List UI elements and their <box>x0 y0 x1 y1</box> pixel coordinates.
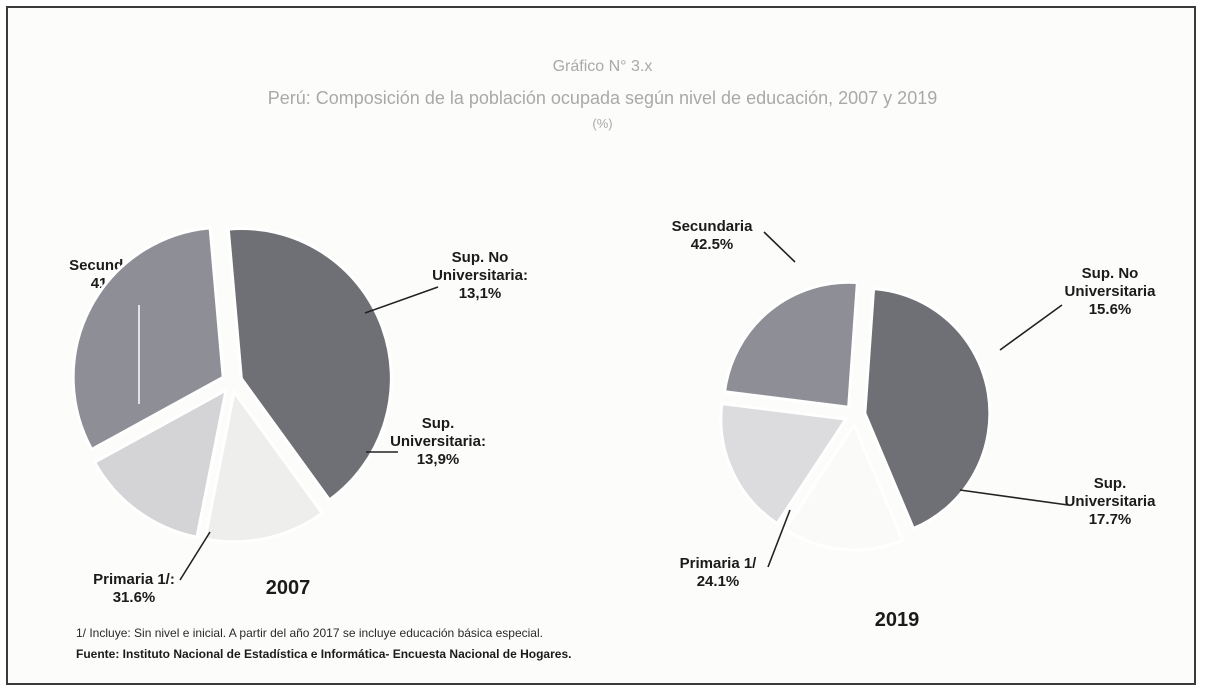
pie-slice-sup-no-universitaria-2019 <box>783 421 905 552</box>
slice-label-sup-no-universitaria-2019: Sup. No Universitaria 15.6% <box>1065 265 1157 318</box>
leader-line-primaria-1-2019 <box>767 509 791 568</box>
source-note: Fuente: Instituto Nacional de Estadístic… <box>76 647 572 661</box>
leader-line-primaria-1-2007 <box>179 531 211 581</box>
figure-subtitle: (%) <box>592 116 613 131</box>
year-label-2019: 2019 <box>875 609 920 631</box>
pie-slice-secundaria-2019 <box>863 287 992 531</box>
slice-label-secundaria-2019: Secundaria 42.5% <box>672 218 754 253</box>
pie-slice-sup-no-universitaria-2007 <box>203 388 325 544</box>
slice-label-primaria-1-2007: Primaria 1/: 31.6% <box>93 571 175 606</box>
pie-slice-primaria-1-2019 <box>722 280 859 409</box>
slice-label-sup-universitaria-2019: Sup. Universitaria 17.7% <box>1065 475 1157 528</box>
pie-slice-sup-universitaria-2007 <box>92 387 229 539</box>
pie-chart-2019: Secundaria 42.5% Sup. No Universitaria 15.6%… <box>672 218 1157 631</box>
leader-line-sup-no-universitaria-2007 <box>364 286 439 314</box>
figure-number: Gráfico N° 3.x <box>552 58 653 75</box>
slice-label-sup-universitaria-2007: Sup. Universitaria: 13,9% <box>390 415 486 468</box>
pie-slice-secundaria-2007 <box>226 227 393 503</box>
pie-chart-2007: Secundaria:41.4%Sup. NoUniversitaria:13,… <box>69 226 528 606</box>
figure-title: Perú: Composición de la población ocupad… <box>267 88 938 108</box>
leader-line-secundaria-2019 <box>763 231 796 263</box>
footnote: 1/ Incluye: Sin nivel e inicial. A parti… <box>76 626 543 640</box>
slice-label-sup-no-universitaria-2007: Sup. No Universitaria: 13,1% <box>432 249 528 302</box>
slice-label-primaria-1-2019: Primaria 1/24.1% <box>680 555 758 590</box>
year-label-2007: 2007 <box>266 577 311 599</box>
pie-slice-sup-universitaria-2019 <box>719 401 849 526</box>
leader-line-sup-universitaria-2019 <box>959 489 1069 506</box>
pie-slice-primaria-1-2007 <box>71 226 225 452</box>
leader-line-sup-no-universitaria-2019 <box>999 304 1063 351</box>
